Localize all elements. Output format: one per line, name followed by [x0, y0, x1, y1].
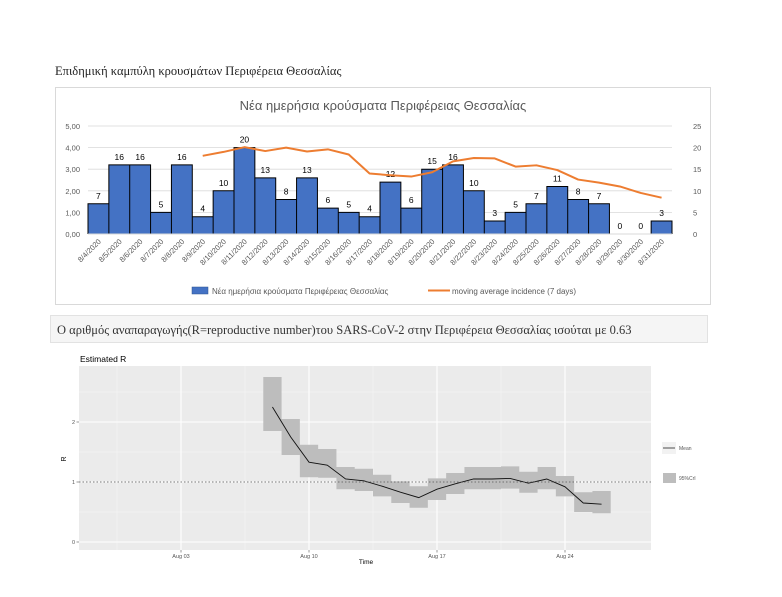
case-bar [129, 164, 151, 234]
case-bar [296, 177, 318, 234]
bar-value-label: 16 [135, 152, 145, 162]
cases-chart-frame: Νέα ημερήσια κρούσματα Περιφέρειας Θεσσα… [55, 87, 711, 305]
legend-ci-label: 95%CrI [679, 476, 696, 482]
case-bar [463, 190, 485, 234]
case-bar [651, 221, 672, 234]
case-bar [359, 216, 380, 234]
bar-value-label: 3 [492, 208, 497, 218]
bar-value-label: 15 [427, 156, 437, 166]
bar-value-label: 0 [617, 221, 622, 231]
case-bar [588, 203, 610, 234]
cases-chart-title: Νέα ημερήσια κρούσματα Περιφέρειας Θεσσα… [240, 98, 527, 113]
r-y-tick: 0 [72, 540, 75, 546]
bar-value-label: 5 [346, 199, 351, 209]
case-bar [234, 147, 255, 234]
bar-outline [87, 147, 673, 235]
right-axis-tick: 0 [693, 230, 697, 239]
r-chart-xlabel: Time [359, 559, 374, 566]
bar-value-label: 13 [261, 165, 271, 175]
legend-mean-key [662, 442, 676, 454]
mean-r-line [272, 406, 602, 505]
bar-value-label: 20 [240, 135, 250, 145]
r-chart-panel [79, 366, 651, 550]
bar-value-label: 7 [534, 191, 539, 201]
right-axis-tick: 20 [693, 144, 701, 153]
case-bar [567, 199, 589, 234]
case-bar [338, 212, 360, 234]
r-chart-legend: Mean 95%CrI [662, 442, 696, 483]
bar-value-label: 7 [597, 191, 602, 201]
bar-value-label: 5 [159, 199, 164, 209]
case-bar [88, 203, 109, 234]
bar-value-label: 4 [200, 204, 205, 214]
bar-value-label: 16 [115, 152, 125, 162]
left-axis-tick: 3,00 [65, 165, 80, 174]
bar-value-label: 10 [469, 178, 479, 188]
left-axis-tick: 5,00 [65, 122, 80, 131]
r-chart-title: Estimated R [80, 354, 126, 364]
right-axis-tick: 5 [693, 208, 697, 217]
r-y-tick: 1 [72, 480, 75, 486]
case-bar [254, 177, 276, 234]
case-bar [526, 203, 547, 234]
case-bar [317, 208, 339, 234]
left-axis-tick: 4,00 [65, 144, 80, 153]
r-y-tick: 2 [72, 420, 75, 426]
bar-value-label: 11 [553, 173, 562, 183]
left-axis-tick: 1,00 [65, 208, 80, 217]
r-x-tick: Aug 03 [172, 554, 189, 560]
case-bar [400, 208, 422, 234]
r-x-tick: Aug 24 [556, 554, 573, 560]
case-bar [546, 186, 568, 234]
bar-value-label: 6 [409, 195, 414, 205]
bar-value-label: 10 [219, 178, 229, 188]
case-bar [275, 199, 297, 234]
case-bar [505, 212, 526, 234]
left-axis-tick: 2,00 [65, 187, 80, 196]
bar-value-label: 4 [367, 204, 372, 214]
case-bar [192, 216, 214, 234]
bar-value-label: 5 [513, 199, 518, 209]
bar-value-label: 3 [659, 208, 664, 218]
case-bar [150, 212, 172, 234]
bar-value-label: 0 [638, 221, 643, 231]
r-x-tick: Aug 17 [428, 554, 445, 560]
legend-line-label: moving average incidence (7 days) [452, 287, 576, 296]
case-bar [171, 164, 193, 234]
case-bar [421, 169, 443, 234]
case-bar [380, 182, 401, 234]
right-axis-tick: 15 [693, 165, 701, 174]
legend-bar-label: Νέα ημερήσια κρούσματα Περιφέρειας Θεσσα… [212, 287, 389, 296]
legend-ci-swatch [663, 473, 676, 483]
right-axis-tick: 10 [693, 187, 701, 196]
bar-value-label: 16 [448, 152, 458, 162]
r-chart-ylabel: R [61, 456, 68, 461]
legend-bar-swatch [191, 286, 209, 295]
credible-interval-ribbon [263, 377, 611, 514]
left-axis-tick: 0,00 [65, 230, 80, 239]
cases-chart-legend: Νέα ημερήσια κρούσματα Περιφέρειας Θεσσα… [191, 286, 576, 296]
case-bar [442, 164, 464, 234]
r-number-banner: Ο αριθμός αναπαραγωγής(R=reproductive nu… [50, 315, 708, 343]
cases-chart: Νέα ημερήσια κρούσματα Περιφέρειας Θεσσα… [65, 98, 701, 296]
r-x-tick: Aug 10 [300, 554, 317, 560]
page-heading: Επιδημική καμπύλη κρουσμάτων Περιφέρεια … [55, 64, 342, 78]
moving-average-line [202, 146, 662, 199]
case-bar [213, 190, 234, 234]
bar-value-label: 16 [177, 152, 187, 162]
bar-value-label: 13 [302, 165, 312, 175]
bar-value-label: 12 [386, 169, 396, 179]
bar-value-label: 6 [325, 195, 330, 205]
right-axis-tick: 25 [693, 122, 701, 131]
case-bar [108, 164, 130, 234]
legend-mean-label: Mean [679, 446, 692, 452]
bar-value-label: 7 [96, 191, 101, 201]
bar-value-label: 8 [284, 186, 289, 196]
case-bar [484, 221, 506, 234]
bar-value-label: 8 [576, 186, 581, 196]
